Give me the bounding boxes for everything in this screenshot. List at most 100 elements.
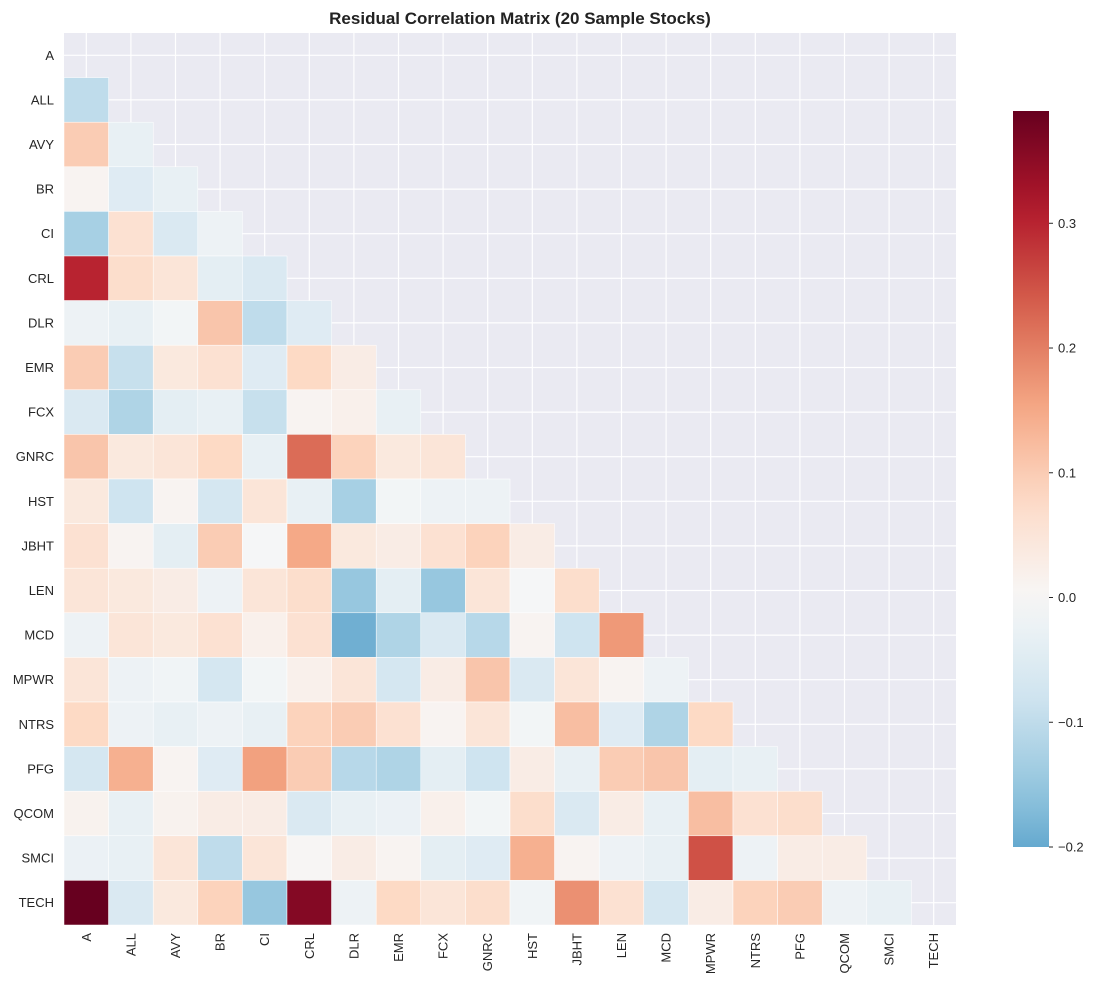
x-tick-labels: A ALL AVY BR CI CRL DLR EMR FCX GNRC HST JBHT LEN MCD… [79,933,941,975]
heatmap-cell [152,701,199,747]
heatmap-cell [598,790,645,837]
y-tick-label: GNRC [16,449,54,464]
colorbar-tick-label: −0.1 [1058,715,1084,730]
heatmap-cell [197,567,243,614]
heatmap-cell [152,835,199,881]
heatmap-cell [554,612,600,658]
heatmap-cell [63,166,109,212]
heatmap-cell [420,478,466,524]
heatmap-cell [331,389,377,435]
heatmap-cell [375,657,422,703]
heatmap-cell [242,300,288,346]
heatmap-cell [286,300,332,346]
y-tick-label: QCOM [14,806,54,821]
x-tick-label: TECH [926,933,941,968]
heatmap-cell [331,835,377,881]
heatmap-cell [63,389,109,435]
heatmap-cell [152,523,199,569]
heatmap-cell [286,657,332,703]
heatmap-cell [465,478,511,524]
y-tick-label: JBHT [22,538,55,553]
heatmap-cell [688,746,734,792]
heatmap-cell [777,790,823,837]
heatmap-cell [777,880,823,926]
heatmap-cell [688,701,734,747]
heatmap-cell [286,478,332,524]
y-tick-label: LEN [29,583,54,598]
heatmap-cell [509,612,555,658]
heatmap-cell [465,790,511,837]
heatmap-cell [643,790,689,837]
heatmap-cell [375,880,422,926]
heatmap-cell [197,835,243,881]
heatmap-cell [420,657,466,703]
y-tick-label: TECH [19,895,54,910]
heatmap-cell [688,880,734,926]
x-tick-label: HST [525,933,540,959]
heatmap-cell [108,880,154,926]
heatmap-cell [331,880,377,926]
heatmap-cell [375,523,422,569]
heatmap-cell [108,567,154,614]
heatmap-cell [108,389,154,435]
heatmap-cell [152,211,199,257]
heatmap-cell [242,701,288,747]
x-tick-label: CI [257,933,272,946]
heatmap-cell [108,835,154,881]
heatmap-cell [108,657,154,703]
heatmap-cell [286,612,332,658]
heatmap-cell [242,255,288,301]
heatmap-cell [821,880,868,926]
heatmap-cell [420,746,466,792]
heatmap-cell [598,835,645,881]
heatmap-cell [331,790,377,837]
heatmap-cell [152,746,199,792]
heatmap-cell [509,701,555,747]
heatmap-cell [420,790,466,837]
heatmap-cell [152,434,199,480]
colorbar-tick-label: 0.3 [1058,216,1076,231]
heatmap-cell [108,434,154,480]
heatmap-cell [242,523,288,569]
x-tick-label: A [79,933,94,942]
heatmap-cell [63,434,109,480]
heatmap-cell [509,746,555,792]
heatmap-cell [866,880,912,926]
heatmap-cell [242,746,288,792]
x-tick-label: GNRC [480,933,495,971]
heatmap-cell [331,612,377,658]
x-tick-label: ALL [123,933,138,956]
heatmap-cell [152,478,199,524]
heatmap-cell [331,478,377,524]
heatmap-cell [331,657,377,703]
heatmap-cell [63,300,109,346]
x-tick-label: PFG [792,933,807,960]
heatmap-cell [63,746,109,792]
heatmap-cell [777,835,823,881]
x-tick-label: MPWR [703,933,718,974]
x-tick-label: DLR [346,933,361,959]
x-tick-label: CRL [302,933,317,959]
heatmap-cell [465,657,511,703]
heatmap-cell [197,790,243,837]
heatmap-cell [375,612,422,658]
heatmap-cell [375,434,422,480]
heatmap-cell [598,701,645,747]
heatmap-cell [242,835,288,881]
heatmap-cell [108,166,154,212]
y-tick-label: ALL [31,92,54,107]
heatmap-cell [286,344,332,391]
heatmap-cell [197,344,243,391]
heatmap-cell [286,835,332,881]
heatmap-cell [242,657,288,703]
heatmap-cell [286,523,332,569]
heatmap-cell [688,835,734,881]
heatmap-cell [465,835,511,881]
heatmap-cell [643,746,689,792]
heatmap-cell [509,657,555,703]
heatmap-cell [420,523,466,569]
heatmap-cell [197,300,243,346]
heatmap-cell [420,835,466,881]
heatmap-cell [821,835,868,881]
